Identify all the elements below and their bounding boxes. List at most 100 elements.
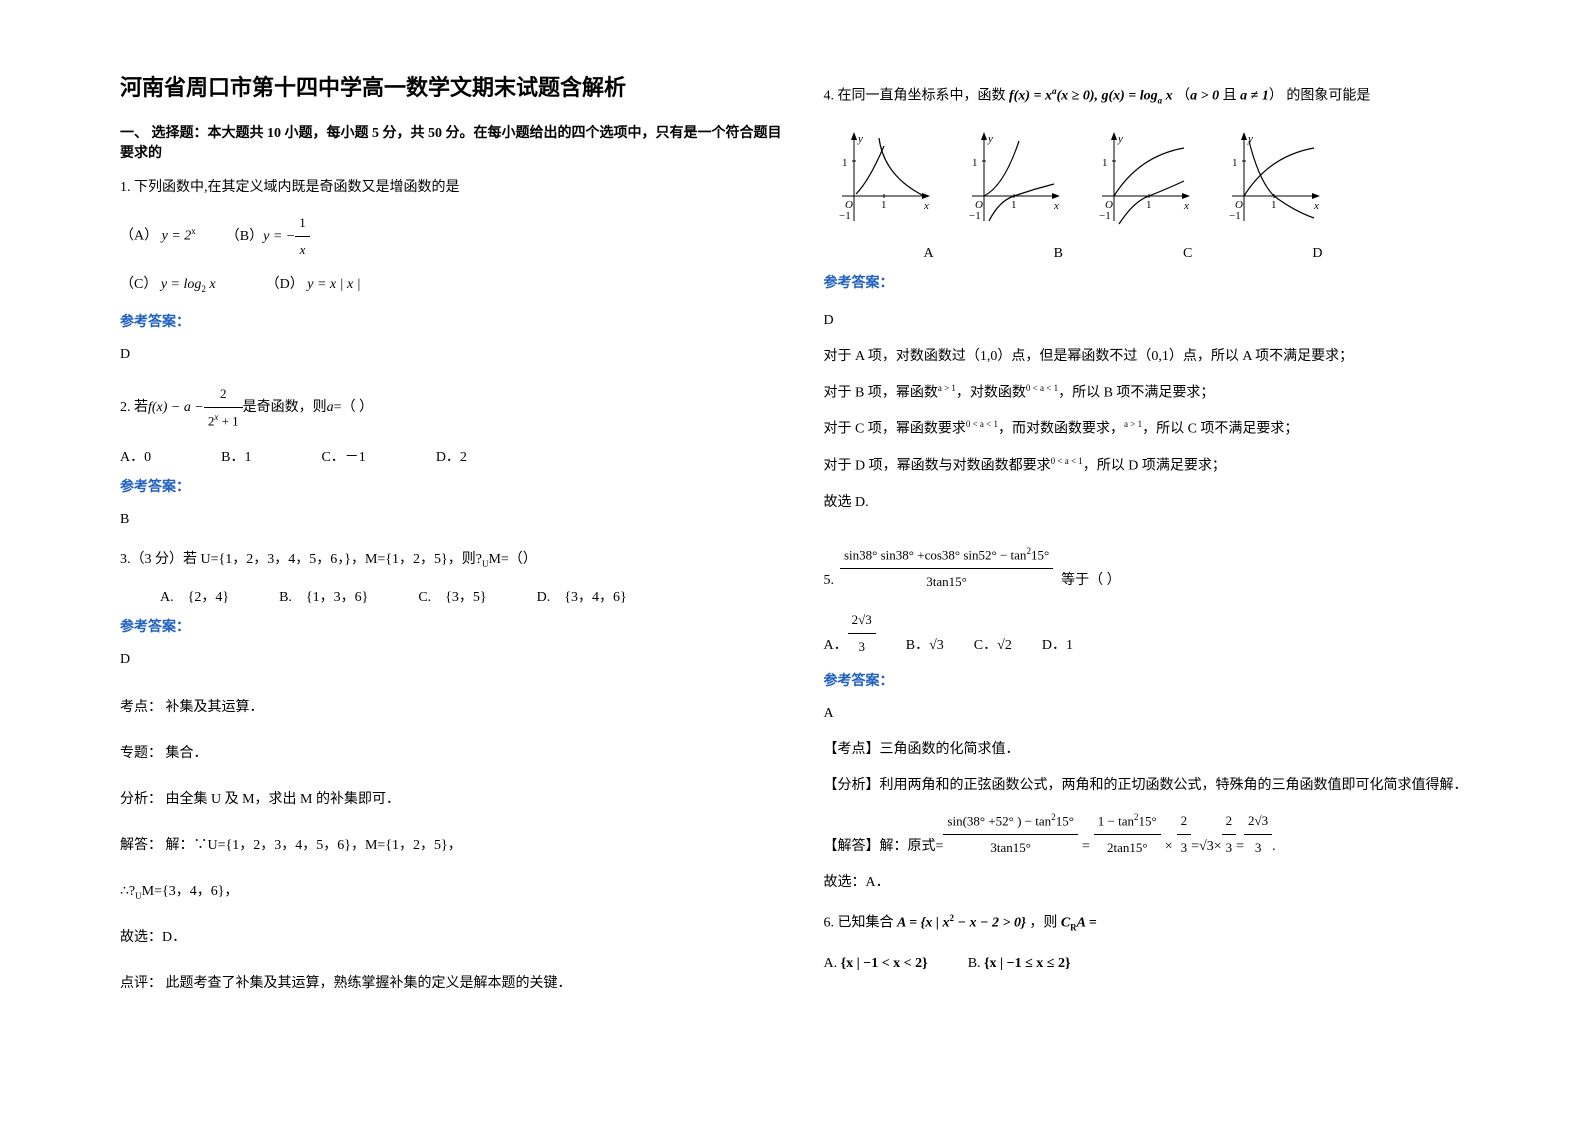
s3-l5: ∴?UM={3，4，6}， (120, 878, 784, 906)
s5-l2: 【分析】利用两角和的正弦函数公式，两角和的正切函数公式，特殊角的三角函数值即可化… (824, 772, 1488, 800)
question-3: 3.（3 分）若 U={1，2，3，4，5，6，}，M={1，2，5}，则?UM… (120, 546, 784, 574)
q1-optB: （B） y = − 1 x (226, 210, 310, 263)
answer-4: D (824, 307, 1488, 335)
svg-text:x: x (1313, 200, 1319, 212)
q5-A: A． 2√33 (824, 607, 876, 660)
s3-l4: 解答： 解：∵U={1，2，3，4，5，6}，M={1，2，5}， (120, 832, 784, 860)
question-4: 4. 在同一直角坐标系中，函数 f(x) = xa(x ≥ 0), g(x) =… (824, 82, 1488, 111)
q1-optA: （A） y = 2x (120, 222, 196, 251)
answer-label-4: 参考答案： (824, 272, 1488, 292)
s4-l3: 对于 C 项，幂函数要求0 < a < 1，而对数函数要求，a > 1，所以 C… (824, 415, 1488, 444)
q2-frac: 2 2x + 1 (204, 381, 243, 434)
answer-3: D (120, 646, 784, 674)
label-D: D (1312, 246, 1322, 262)
s5-f3: 2 3 (1177, 808, 1192, 861)
s3-l6: 故选：D． (120, 924, 784, 952)
q1-row2: （C） y = log2 x （D） y = x | x | (120, 271, 784, 299)
right-column: 4. 在同一直角坐标系中，函数 f(x) = xa(x ≥ 0), g(x) =… (804, 70, 1508, 1082)
q1-text: 1. 下列函数中,在其定义域内既是奇函数又是增函数的是 (120, 174, 784, 202)
q1-row1: （A） y = 2x （B） y = − 1 x (120, 210, 784, 263)
q1-optC: （C） y = log2 x (120, 271, 216, 299)
s4-l4: 对于 D 项，幂函数与对数函数都要求0 < a < 1，所以 D 项满足要求； (824, 452, 1488, 481)
q2-D: D．2 (436, 446, 467, 466)
svg-text:1: 1 (1232, 157, 1238, 169)
answer-label-3: 参考答案： (120, 616, 784, 636)
s3-l3: 分析： 由全集 U 及 M，求出 M 的补集即可． (120, 786, 784, 814)
svg-text:y: y (1247, 133, 1253, 145)
s4-l1: 对于 A 项，对数函数过（1,0）点，但是幂函数不过（0,1）点，所以 A 项不… (824, 343, 1488, 371)
svg-text:y: y (1117, 133, 1123, 145)
svg-text:−1: −1 (969, 210, 981, 222)
s3-l7: 点评： 此题考查了补集及其运算，熟练掌握补集的定义是解本题的关键． (120, 970, 784, 998)
q3-options: A. {2，4} B. {1，3，6} C. {3，5} D. {3，4，6} (160, 586, 784, 606)
s5-f4: 2 3 (1222, 808, 1237, 861)
label-A: A (924, 246, 934, 262)
q4-labels: A B C D (924, 246, 1488, 262)
svg-text:1: 1 (881, 199, 887, 211)
q6-A: A. {x | −1 < x < 2} (824, 950, 928, 978)
svg-text:y: y (857, 133, 863, 145)
question-6: 6. 已知集合 A = {x | x2 − x − 2 > 0} ，则 CRA … (824, 909, 1488, 938)
q4-graphs: 1 1 −1 y x O 1 1 −1 y x O (834, 126, 1488, 236)
q1-optB-frac: 1 x (295, 210, 310, 263)
section-heading: 一、 选择题：本大题共 10 小题，每小题 5 分，共 50 分。在每小题给出的… (120, 122, 784, 162)
svg-text:−1: −1 (1099, 210, 1111, 222)
q3-D: D. {3，4，6} (537, 586, 627, 606)
s4-l2: 对于 B 项，幂函数a > 1，对数函数0 < a < 1，所以 B 项不满足要… (824, 379, 1488, 408)
svg-text:−1: −1 (1229, 210, 1241, 222)
answer-1: D (120, 341, 784, 369)
s5-l3: 【解答】解：原式= sin(38° +52° ) − tan215° 3tan1… (824, 808, 1488, 861)
q3-C: C. {3，5} (418, 586, 486, 606)
s3-l2: 专题： 集合． (120, 740, 784, 768)
answer-label-2: 参考答案： (120, 476, 784, 496)
q5-frac: sin38° sin38° +cos38° sin52° − tan215° 3… (840, 542, 1053, 595)
q6-B: B. {x | −1 ≤ x ≤ 2} (968, 950, 1071, 978)
answer-2: B (120, 506, 784, 534)
question-2: 2. 若 f(x) − a − 2 2x + 1 是奇函数，则 a =（ ） (120, 381, 784, 434)
q5-D: D．1 (1042, 632, 1073, 660)
s5-l1: 【考点】三角函数的化简求值． (824, 736, 1488, 764)
svg-text:x: x (923, 200, 929, 212)
graph-c: 1 1 −1 y x O (1094, 126, 1194, 236)
graph-d: 1 1 −1 y x O (1224, 126, 1324, 236)
svg-text:1: 1 (1271, 199, 1277, 211)
q3-B: B. {1，3，6} (279, 586, 368, 606)
svg-text:O: O (845, 199, 853, 211)
graph-b: 1 1 −1 y x O (964, 126, 1064, 236)
q2-B: B．1 (221, 446, 251, 466)
q2-A: A．0 (120, 446, 151, 466)
svg-text:x: x (1183, 200, 1189, 212)
question-5: 5. sin38° sin38° +cos38° sin52° − tan215… (824, 542, 1488, 595)
left-column: 河南省周口市第十四中学高一数学文期末试题含解析 一、 选择题：本大题共 10 小… (100, 70, 804, 1082)
q5-C: C．√2 (974, 632, 1012, 660)
s5-l4: 故选：A． (824, 869, 1488, 897)
q2-options: A．0 B．1 C．－1 D．2 (120, 446, 784, 466)
document-title: 河南省周口市第十四中学高一数学文期末试题含解析 (120, 70, 784, 102)
svg-text:1: 1 (1146, 199, 1152, 211)
q5-options: A． 2√33 B．√3 C．√2 D．1 (824, 607, 1488, 660)
s3-l1: 考点： 补集及其运算． (120, 694, 784, 722)
svg-text:O: O (1105, 199, 1113, 211)
q5-B: B．√3 (906, 632, 944, 660)
svg-text:O: O (1235, 199, 1243, 211)
q1-optD: （D） y = x | x | (266, 271, 361, 299)
s5-f1: sin(38° +52° ) − tan215° 3tan15° (943, 808, 1077, 861)
svg-text:x: x (1053, 200, 1059, 212)
answer-label-1: 参考答案： (120, 311, 784, 331)
svg-text:1: 1 (972, 157, 978, 169)
answer-label-5: 参考答案： (824, 670, 1488, 690)
answer-5: A (824, 700, 1488, 728)
svg-text:O: O (975, 199, 983, 211)
svg-text:1: 1 (842, 157, 848, 169)
s5-f5: 2√3 3 (1244, 808, 1272, 861)
label-C: C (1183, 246, 1192, 262)
svg-text:−1: −1 (839, 210, 851, 222)
graph-a: 1 1 −1 y x O (834, 126, 934, 236)
q2-C: C．－1 (321, 446, 365, 466)
svg-text:1: 1 (1011, 199, 1017, 211)
svg-text:1: 1 (1102, 157, 1108, 169)
q3-A: A. {2，4} (160, 586, 229, 606)
q6-options: A. {x | −1 < x < 2} B. {x | −1 ≤ x ≤ 2} (824, 950, 1488, 978)
s4-l5: 故选 D. (824, 489, 1488, 517)
s5-f2: 1 − tan215° 2tan15° (1094, 808, 1161, 861)
